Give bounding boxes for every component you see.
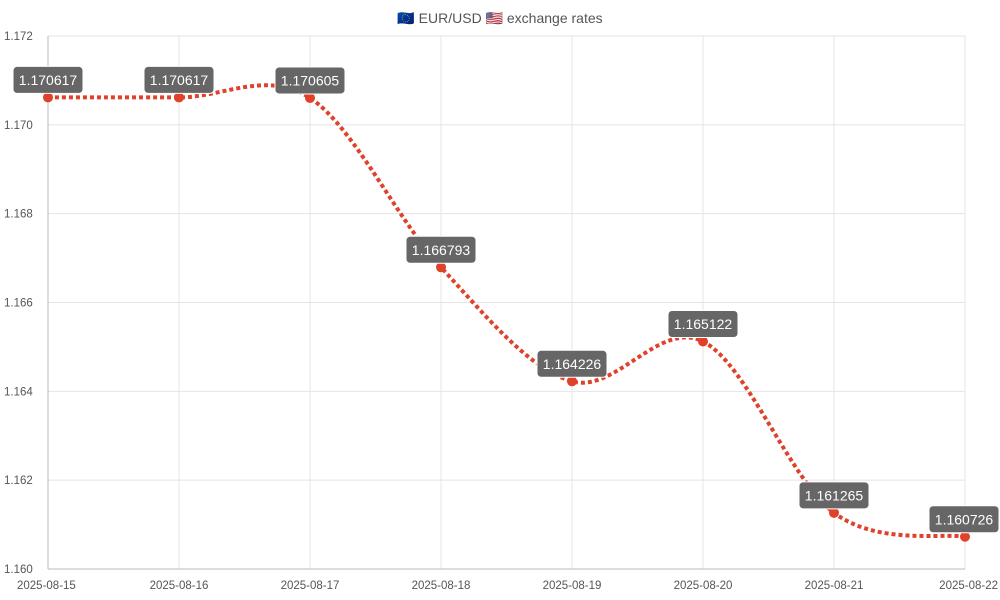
data-label-text: 1.170617 (150, 72, 209, 88)
data-label: 1.160726 (928, 505, 1000, 534)
data-point (829, 507, 839, 518)
axes (47, 36, 965, 570)
data-labels: 1.170617 1.170617 1.170605 1.166793 1.164226… (12, 65, 1000, 534)
data-label-text: 1.160726 (935, 511, 994, 527)
data-label-box (12, 65, 84, 94)
chart-title: 🇪🇺 EUR/USD 🇺🇸 exchange rates (397, 10, 602, 26)
data-label: 1.170617 (143, 65, 215, 94)
data-label: 1.170617 (12, 65, 84, 94)
data-label: 1.161265 (798, 481, 870, 510)
x-axis-tick-labels: 2025-08-15 2025-08-16 2025-08-17 2025-08-18… (17, 580, 998, 592)
data-point (698, 336, 708, 347)
data-label-text: 1.165122 (674, 316, 733, 332)
data-label-box (405, 235, 477, 264)
grid-lines (47, 35, 966, 570)
y-tick-label: 1.168 (4, 209, 33, 221)
x-tick-label: 2025-08-17 (281, 580, 340, 592)
y-tick-label: 1.166 (4, 298, 33, 310)
x-tick-label: 2025-08-16 (150, 580, 209, 592)
data-label-box (536, 349, 608, 378)
y-tick-label: 1.170 (4, 120, 33, 132)
x-tick-label: 2025-08-20 (674, 580, 733, 592)
data-point (436, 262, 446, 273)
data-label-text: 1.166793 (412, 242, 471, 258)
data-points (43, 92, 970, 542)
data-label-box (928, 505, 1000, 534)
data-point (960, 531, 970, 542)
data-label: 1.170605 (274, 66, 346, 95)
x-tick-label: 2025-08-22 (939, 580, 998, 592)
series-line (47, 83, 966, 539)
data-point (174, 92, 184, 103)
data-label-text: 1.170617 (19, 72, 78, 88)
data-label-box (274, 66, 346, 95)
y-tick-label: 1.164 (4, 386, 33, 398)
data-label-box (143, 65, 215, 94)
data-point (305, 92, 315, 103)
y-tick-label: 1.172 (4, 31, 33, 43)
data-label-box (798, 481, 870, 510)
y-axis-tick-labels: 1.160 1.162 1.164 1.166 1.168 1.170 1.172 (4, 31, 33, 576)
y-tick-label: 1.162 (4, 475, 33, 487)
x-tick-label: 2025-08-21 (805, 580, 864, 592)
data-label-text: 1.161265 (805, 487, 864, 503)
data-label: 1.166793 (405, 235, 477, 264)
data-label: 1.165122 (667, 309, 739, 338)
x-tick-label: 2025-08-18 (412, 580, 471, 592)
data-label-text: 1.170605 (281, 72, 340, 88)
data-label-box (667, 309, 739, 338)
y-tick-label: 1.160 (4, 564, 33, 576)
data-label-text: 1.164226 (543, 356, 602, 372)
data-point (43, 92, 53, 103)
data-label: 1.164226 (536, 349, 608, 378)
x-tick-label: 2025-08-19 (543, 580, 602, 592)
x-tick-label: 2025-08-15 (17, 580, 76, 592)
data-point (567, 376, 577, 387)
